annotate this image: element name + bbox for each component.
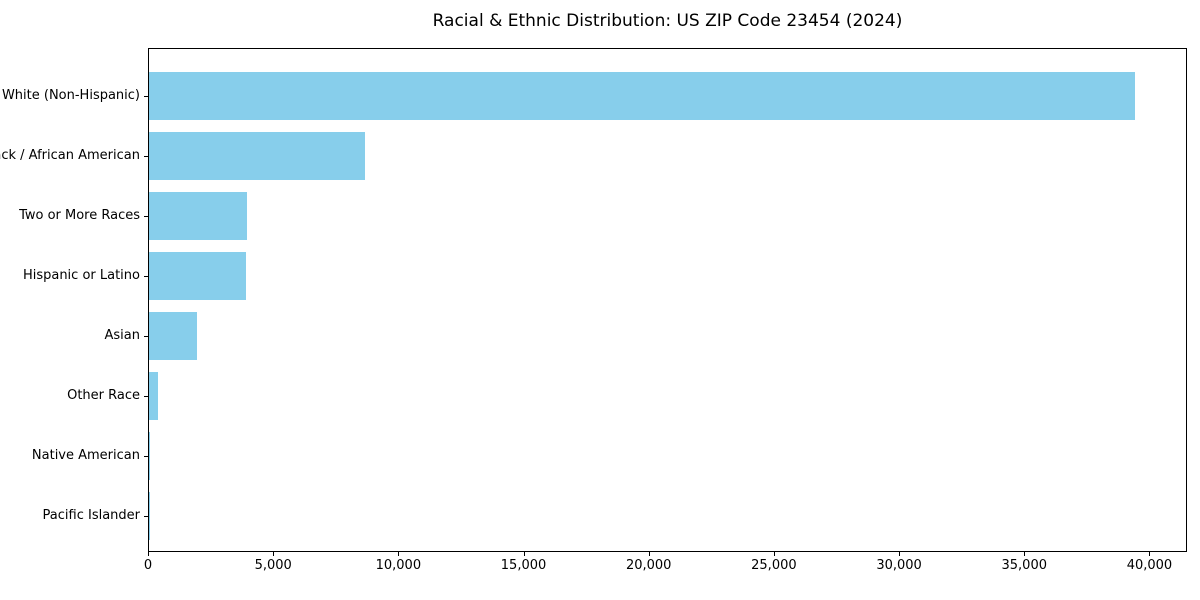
bar-two-or-more-races (149, 192, 248, 240)
x-tick-label-10000: 10,000 (375, 558, 422, 573)
bar-black-african-american (149, 132, 366, 180)
y-tick-mark (144, 336, 148, 337)
plot-area (148, 48, 1187, 552)
x-tick-mark (899, 552, 901, 556)
y-tick-mark (144, 396, 148, 397)
y-tick-mark (144, 156, 148, 157)
x-tick-label-30000: 30,000 (876, 558, 922, 573)
y-tick-mark (144, 216, 148, 217)
x-tick-label-40000: 40,000 (1126, 558, 1173, 573)
bar-other-race (149, 372, 158, 420)
x-tick-mark (398, 552, 400, 556)
y-tick-label-two-or-more-races: Two or More Races (19, 208, 140, 223)
x-tick-label-20000: 20,000 (625, 558, 672, 573)
x-tick-mark (148, 552, 149, 556)
x-tick-label-25000: 25,000 (751, 558, 797, 573)
y-tick-label-hispanic-or-latino: Hispanic or Latino (22, 268, 140, 283)
x-tick-label-0: 0 (143, 558, 153, 573)
y-tick-label-pacific-islander: Pacific Islander (42, 508, 140, 523)
x-tick-label-15000: 15,000 (500, 558, 547, 573)
y-tick-mark (144, 96, 148, 97)
x-tick-mark (773, 552, 775, 556)
bar-white-non-hispanic (149, 72, 1135, 120)
x-tick-mark (1024, 552, 1026, 556)
chart-title: Racial & Ethnic Distribution: US ZIP Cod… (432, 11, 903, 31)
x-tick-mark (648, 552, 650, 556)
x-tick-label-5000: 5,000 (254, 558, 292, 573)
x-tick-mark (523, 552, 525, 556)
y-tick-label-black-african-american: Black / African American (0, 148, 140, 163)
y-tick-mark (144, 456, 148, 457)
x-tick-mark (1149, 552, 1151, 556)
bar-native-american (149, 432, 151, 480)
y-tick-mark (144, 276, 148, 277)
bar-asian (149, 312, 198, 360)
bar-hispanic-or-latino (149, 252, 247, 300)
y-tick-label-native-american: Native American (31, 448, 140, 463)
y-tick-mark (144, 516, 148, 517)
y-tick-label-other-race: Other Race (67, 388, 140, 403)
y-tick-label-asian: Asian (104, 328, 140, 343)
x-tick-label-35000: 35,000 (1001, 558, 1048, 573)
x-tick-mark (273, 552, 275, 556)
y-tick-label-white-non-hispanic: White (Non-Hispanic) (1, 88, 140, 103)
